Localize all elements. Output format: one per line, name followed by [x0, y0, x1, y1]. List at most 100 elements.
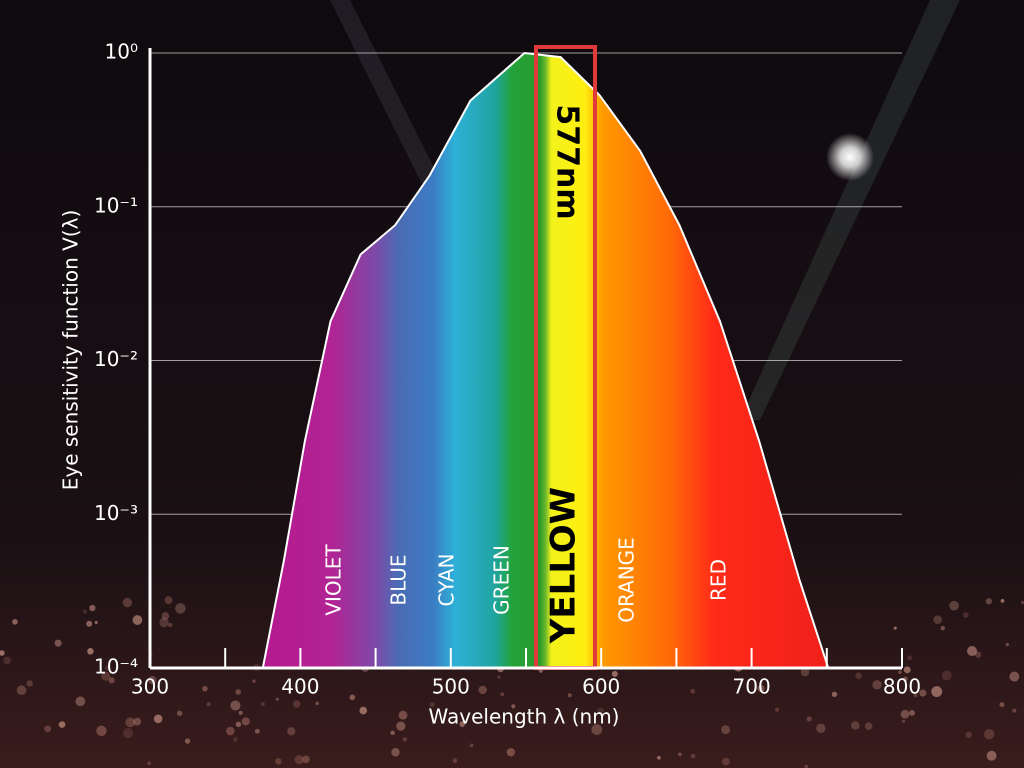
band-label: VIOLET: [322, 544, 346, 616]
city-light: [148, 675, 157, 685]
city-light: [657, 755, 661, 760]
city-light: [962, 612, 969, 618]
city-light: [89, 604, 96, 612]
x-tick-label: 300: [131, 675, 169, 699]
city-light: [965, 731, 972, 738]
city-light: [1005, 642, 1010, 647]
city-light: [161, 612, 170, 620]
city-light: [999, 702, 1005, 708]
city-light: [1012, 708, 1017, 713]
city-light: [907, 655, 913, 661]
city-light: [678, 752, 682, 757]
moon: [826, 133, 874, 181]
city-light: [125, 717, 136, 728]
city-light: [913, 693, 918, 698]
y-axis-label: Eye sensitivity function V(λ): [59, 210, 83, 491]
city-light: [133, 717, 142, 726]
city-light: [949, 600, 959, 611]
city-light: [275, 758, 282, 765]
city-light: [864, 722, 873, 730]
city-light: [459, 721, 466, 727]
city-light: [722, 757, 730, 766]
city-light: [497, 675, 501, 679]
city-light: [82, 609, 88, 614]
city-light: [147, 761, 151, 766]
city-light: [800, 667, 810, 677]
y-tick-label: 10⁻³: [94, 501, 138, 525]
city-light: [757, 684, 765, 693]
band-label: GREEN: [490, 545, 514, 615]
city-light: [1009, 671, 1020, 682]
city-light: [164, 596, 173, 605]
x-tick-label: 800: [883, 675, 921, 699]
city-light: [168, 622, 173, 628]
city-light: [506, 748, 516, 757]
city-light: [429, 702, 435, 708]
city-light: [469, 743, 474, 748]
y-tick-label: 10⁰: [105, 40, 138, 64]
city-light: [206, 702, 211, 707]
city-light: [690, 688, 696, 694]
city-light: [597, 707, 604, 715]
city-light: [898, 670, 902, 674]
band-label: CYAN: [435, 554, 459, 607]
city-light: [391, 747, 400, 757]
band-label: BLUE: [387, 554, 411, 605]
city-light: [86, 620, 93, 627]
city-light: [931, 686, 943, 698]
city-light: [104, 665, 110, 671]
city-light: [58, 721, 66, 728]
city-light: [122, 597, 133, 608]
city-light: [12, 619, 18, 625]
city-light: [831, 691, 838, 698]
city-light: [230, 700, 241, 711]
city-light: [349, 694, 356, 701]
city-light: [359, 706, 368, 715]
city-light: [108, 677, 115, 684]
x-tick-label: 700: [733, 675, 771, 699]
y-tick-label: 10⁻²: [94, 347, 138, 371]
city-light: [390, 730, 395, 736]
city-light: [75, 696, 86, 707]
x-tick-label: 600: [582, 675, 620, 699]
city-light: [16, 685, 27, 696]
city-light: [202, 685, 208, 692]
city-light: [235, 721, 242, 728]
x-tick-label: 500: [432, 675, 470, 699]
city-light: [235, 689, 241, 695]
city-light: [132, 615, 143, 625]
city-light: [252, 679, 256, 683]
city-light: [153, 714, 163, 724]
city-light: [254, 728, 260, 734]
light-beam: [740, 0, 960, 420]
city-light: [452, 758, 458, 763]
y-tick-label: 10⁻⁴: [94, 655, 138, 679]
city-light: [315, 701, 319, 706]
city-light: [398, 710, 408, 720]
city-light: [806, 716, 812, 722]
city-light: [804, 764, 809, 768]
x-axis-label: Wavelength λ (nm): [429, 705, 620, 729]
city-light: [176, 710, 183, 716]
city-light: [396, 721, 406, 731]
city-light: [909, 709, 916, 716]
city-light: [293, 700, 301, 708]
city-light: [94, 620, 98, 625]
city-light: [184, 738, 191, 744]
city-light: [775, 707, 780, 712]
city-light: [275, 697, 279, 701]
city-light: [903, 666, 911, 674]
city-light: [919, 689, 927, 697]
city-light: [0, 650, 5, 656]
city-light: [287, 727, 296, 736]
city-light: [872, 680, 882, 690]
city-light: [500, 692, 505, 697]
city-light: [511, 704, 516, 709]
city-light: [567, 693, 572, 698]
city-light: [893, 626, 897, 630]
city-light: [855, 672, 862, 679]
city-light: [967, 645, 978, 657]
city-light: [302, 755, 310, 764]
y-tick-label: 10⁻¹: [94, 193, 138, 217]
